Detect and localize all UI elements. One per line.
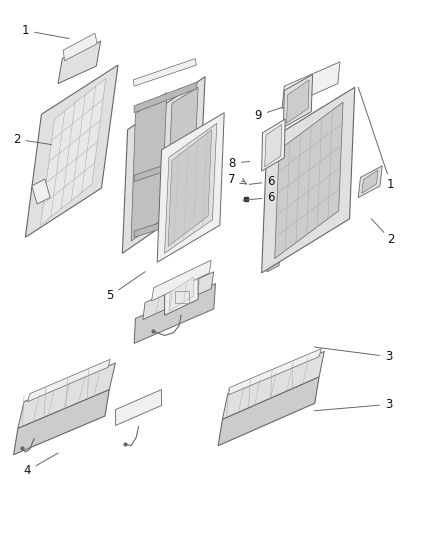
Polygon shape [283, 75, 313, 127]
Polygon shape [58, 41, 101, 84]
Polygon shape [267, 139, 284, 272]
Text: 5: 5 [106, 289, 114, 302]
Text: 7: 7 [228, 173, 236, 185]
Polygon shape [165, 123, 217, 253]
Polygon shape [261, 87, 355, 273]
Polygon shape [131, 93, 167, 241]
Text: 9: 9 [254, 109, 262, 122]
Polygon shape [282, 62, 340, 109]
Polygon shape [45, 86, 99, 219]
Text: 8: 8 [228, 157, 236, 169]
Polygon shape [152, 260, 211, 301]
Bar [176, 291, 188, 303]
Polygon shape [275, 102, 343, 259]
Text: 4: 4 [24, 464, 31, 477]
Polygon shape [25, 65, 118, 237]
Text: 2: 2 [13, 133, 21, 146]
Polygon shape [261, 119, 285, 171]
Text: 2: 2 [387, 233, 395, 246]
Polygon shape [14, 390, 110, 455]
Polygon shape [143, 272, 214, 319]
Polygon shape [362, 170, 378, 193]
Polygon shape [116, 390, 162, 425]
Polygon shape [169, 277, 194, 311]
Text: 3: 3 [385, 398, 392, 411]
Polygon shape [134, 154, 196, 182]
Polygon shape [134, 284, 215, 343]
Polygon shape [168, 130, 212, 246]
Polygon shape [28, 359, 110, 402]
Polygon shape [18, 363, 116, 428]
Polygon shape [229, 349, 321, 395]
Text: 6: 6 [268, 191, 275, 204]
Polygon shape [32, 179, 50, 204]
Polygon shape [157, 113, 224, 262]
Text: 6: 6 [268, 175, 275, 188]
Polygon shape [218, 377, 319, 446]
Polygon shape [134, 212, 196, 237]
Polygon shape [167, 87, 198, 220]
Polygon shape [133, 59, 196, 86]
Polygon shape [134, 82, 197, 113]
Polygon shape [265, 124, 282, 167]
Polygon shape [122, 77, 205, 253]
Text: 3: 3 [385, 350, 392, 363]
Polygon shape [63, 33, 97, 61]
Text: 1: 1 [387, 178, 395, 191]
Polygon shape [358, 166, 382, 198]
Polygon shape [223, 351, 324, 419]
Text: 1: 1 [21, 24, 29, 37]
Polygon shape [165, 272, 198, 316]
Polygon shape [41, 78, 106, 225]
Polygon shape [286, 80, 309, 123]
